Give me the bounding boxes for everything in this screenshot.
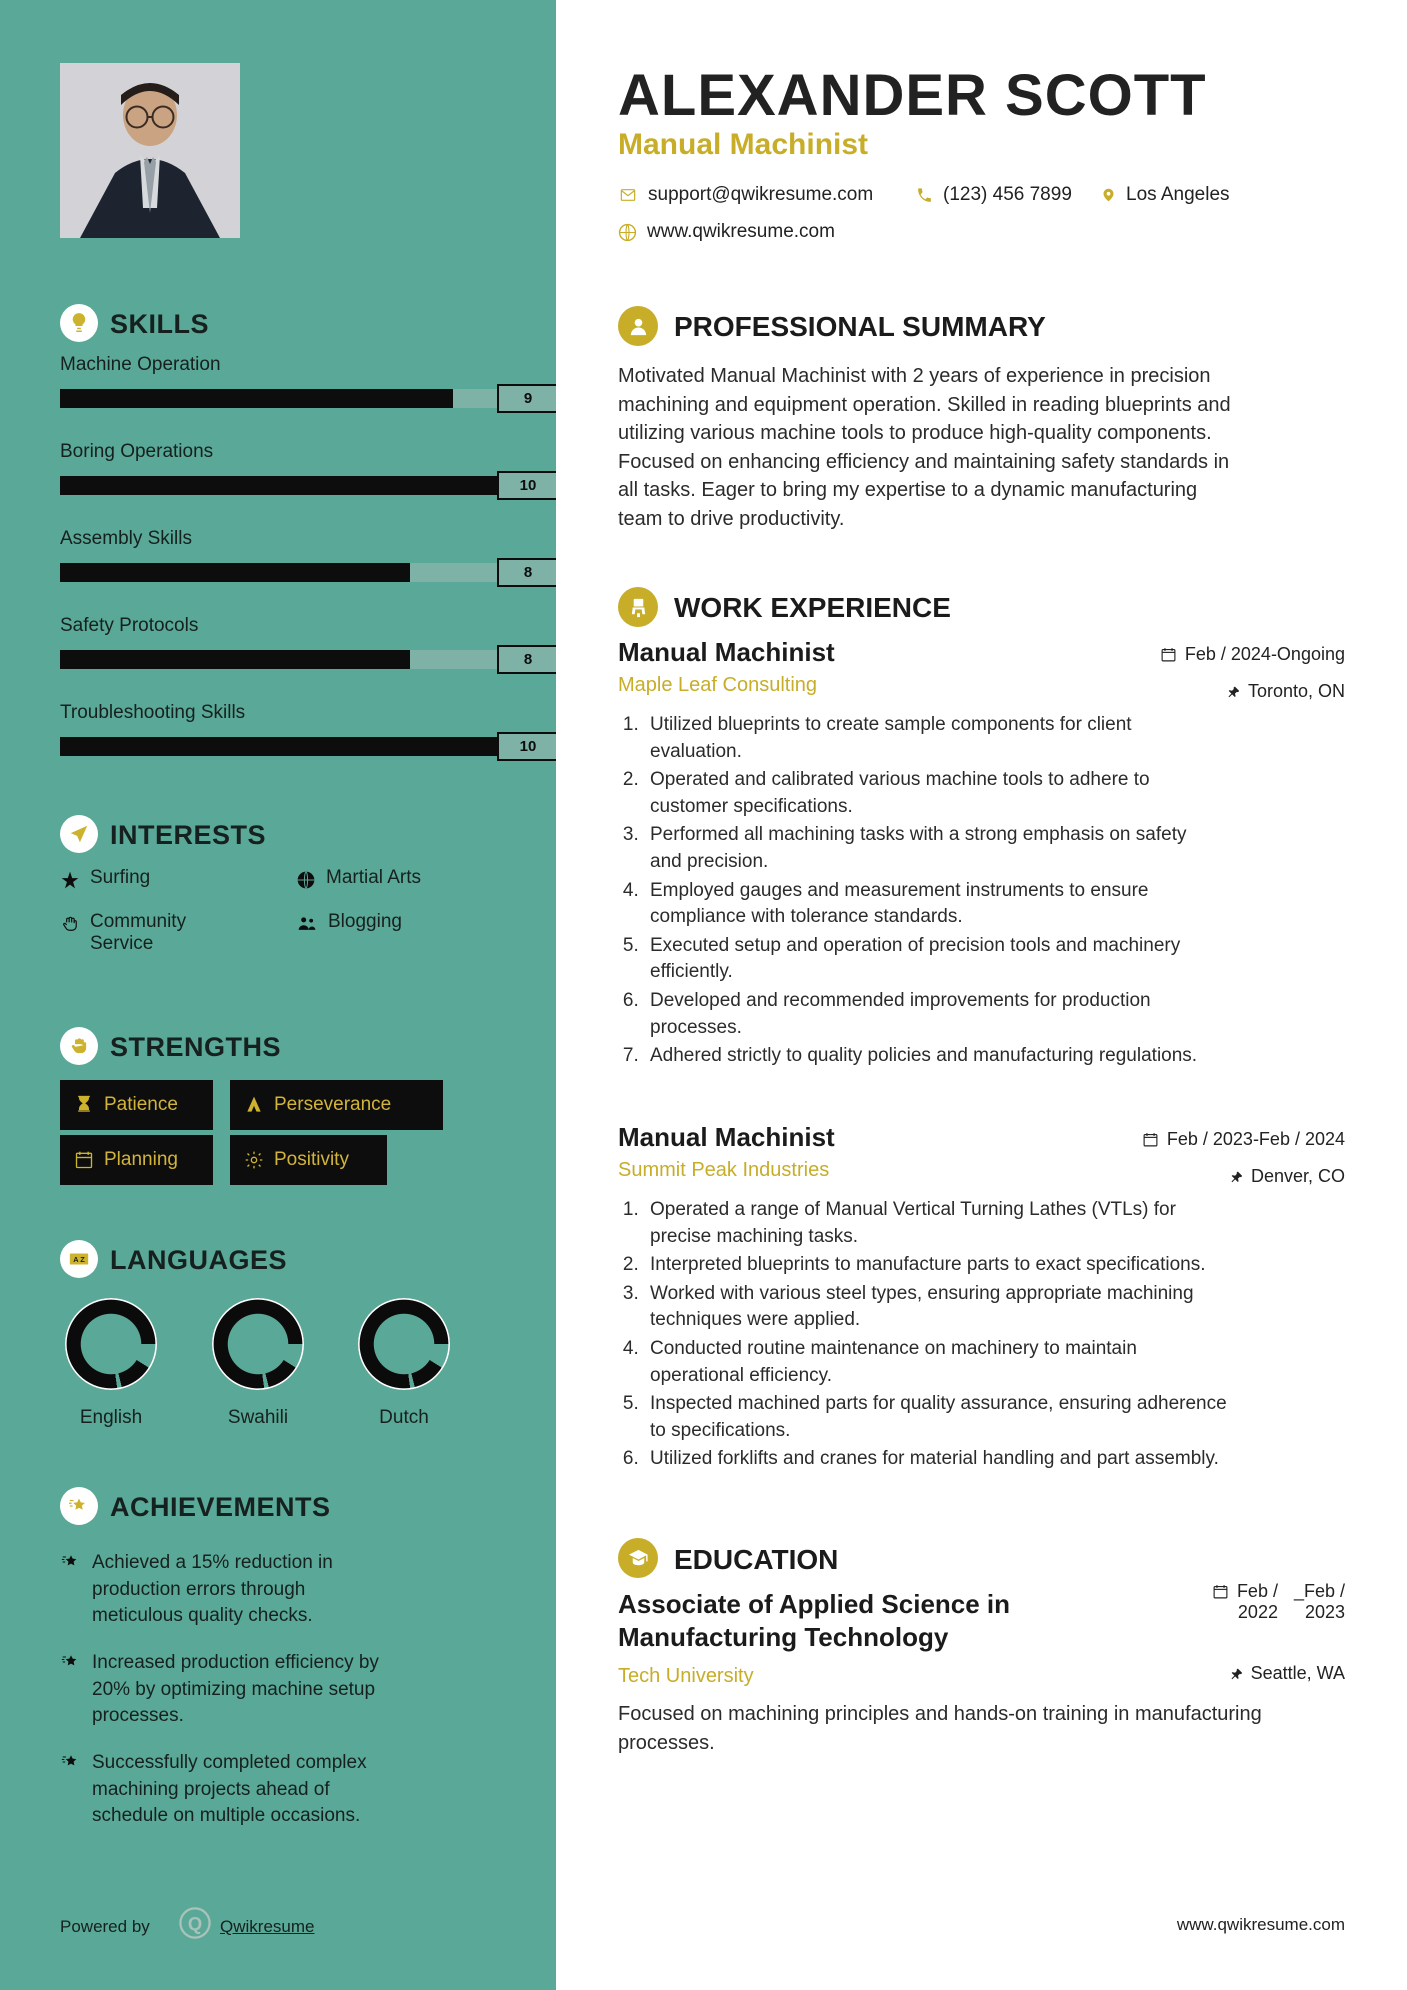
svg-text:Q: Q [188, 1913, 202, 1934]
svg-text:A Z: A Z [73, 1255, 85, 1264]
